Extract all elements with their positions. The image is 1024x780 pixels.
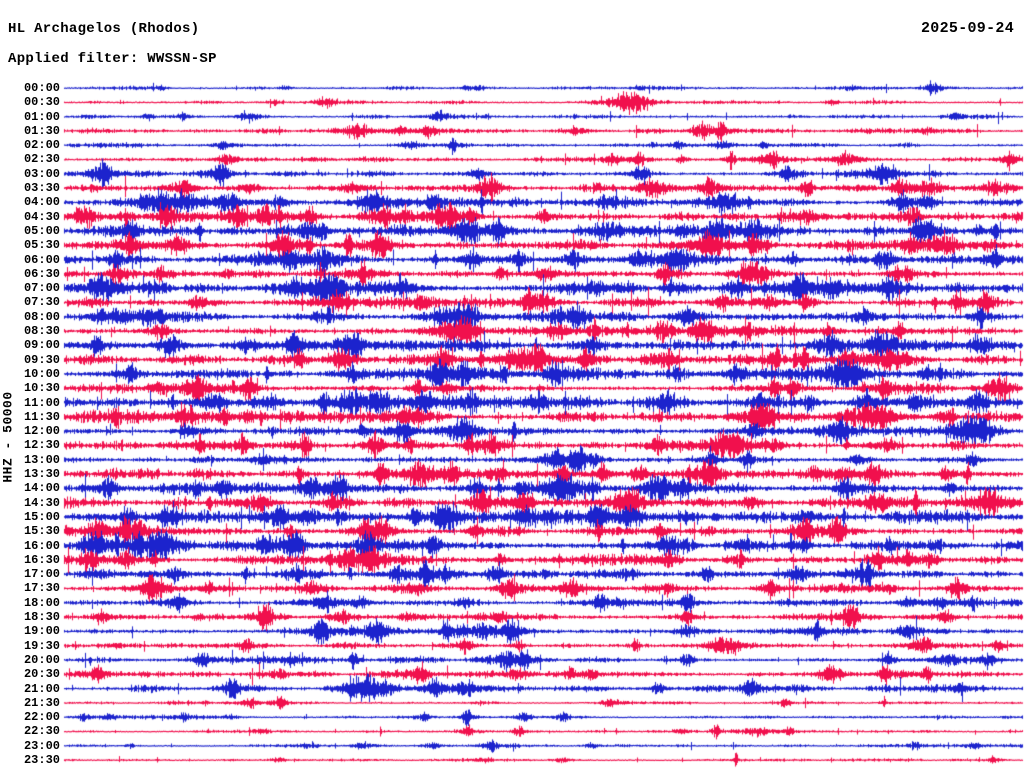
time-label: 09:30 (23, 352, 60, 367)
time-label: 21:00 (23, 681, 60, 696)
time-label: 08:30 (23, 324, 60, 339)
time-label: 02:00 (23, 138, 60, 153)
time-label: 08:00 (23, 309, 60, 324)
time-label: 20:00 (23, 652, 60, 667)
time-label: 23:30 (23, 753, 60, 767)
time-label: 20:30 (23, 667, 60, 682)
time-label: 10:30 (23, 381, 60, 396)
time-label: 06:00 (23, 252, 60, 267)
time-label: 12:30 (23, 438, 60, 453)
time-label: 17:00 (23, 567, 60, 582)
time-label: 19:00 (23, 624, 60, 639)
time-label: 13:00 (23, 452, 60, 467)
time-label: 07:30 (23, 295, 60, 310)
station-title: HL Archagelos (Rhodos) (8, 21, 200, 37)
time-label: 12:00 (23, 424, 60, 439)
time-label: 03:30 (23, 181, 60, 196)
time-label: 22:00 (23, 710, 60, 725)
time-label: 11:00 (23, 395, 60, 410)
time-label: 22:30 (23, 724, 60, 739)
time-label: 14:30 (23, 495, 60, 510)
time-label: 16:30 (23, 552, 60, 567)
time-label: 14:00 (23, 481, 60, 496)
time-label: 01:30 (23, 123, 60, 138)
time-label: 02:30 (23, 152, 60, 167)
time-label: 18:30 (23, 610, 60, 625)
time-label: 06:30 (23, 266, 60, 281)
time-label: 15:30 (23, 524, 60, 539)
time-label: 01:00 (23, 109, 60, 124)
time-label: 23:00 (23, 738, 60, 753)
time-label: 13:30 (23, 467, 60, 482)
time-label: 21:30 (23, 695, 60, 710)
time-axis: 00:00 00:30 01:00 01:30 02:00 02:30 03:00 03:30… (0, 0, 62, 780)
time-label: 11:30 (23, 409, 60, 424)
time-label: 04:30 (23, 209, 60, 224)
time-label: 17:30 (23, 581, 60, 596)
time-label: 04:00 (23, 195, 60, 210)
time-label: 00:00 (23, 81, 60, 95)
time-label: 03:00 (23, 166, 60, 181)
time-label: 09:00 (23, 338, 60, 353)
filter-label: Applied filter: WWSSN-SP (8, 51, 217, 67)
time-label: 18:00 (23, 595, 60, 610)
time-label: 05:30 (23, 238, 60, 253)
time-label: 16:00 (23, 538, 60, 553)
time-label: 00:30 (23, 95, 60, 110)
time-label: 15:00 (23, 509, 60, 524)
time-label: 07:00 (23, 281, 60, 296)
plot-date: 2025-09-24 (920, 20, 1014, 37)
time-label: 05:00 (23, 223, 60, 238)
time-label: 19:30 (23, 638, 60, 653)
time-label: 10:00 (23, 366, 60, 381)
